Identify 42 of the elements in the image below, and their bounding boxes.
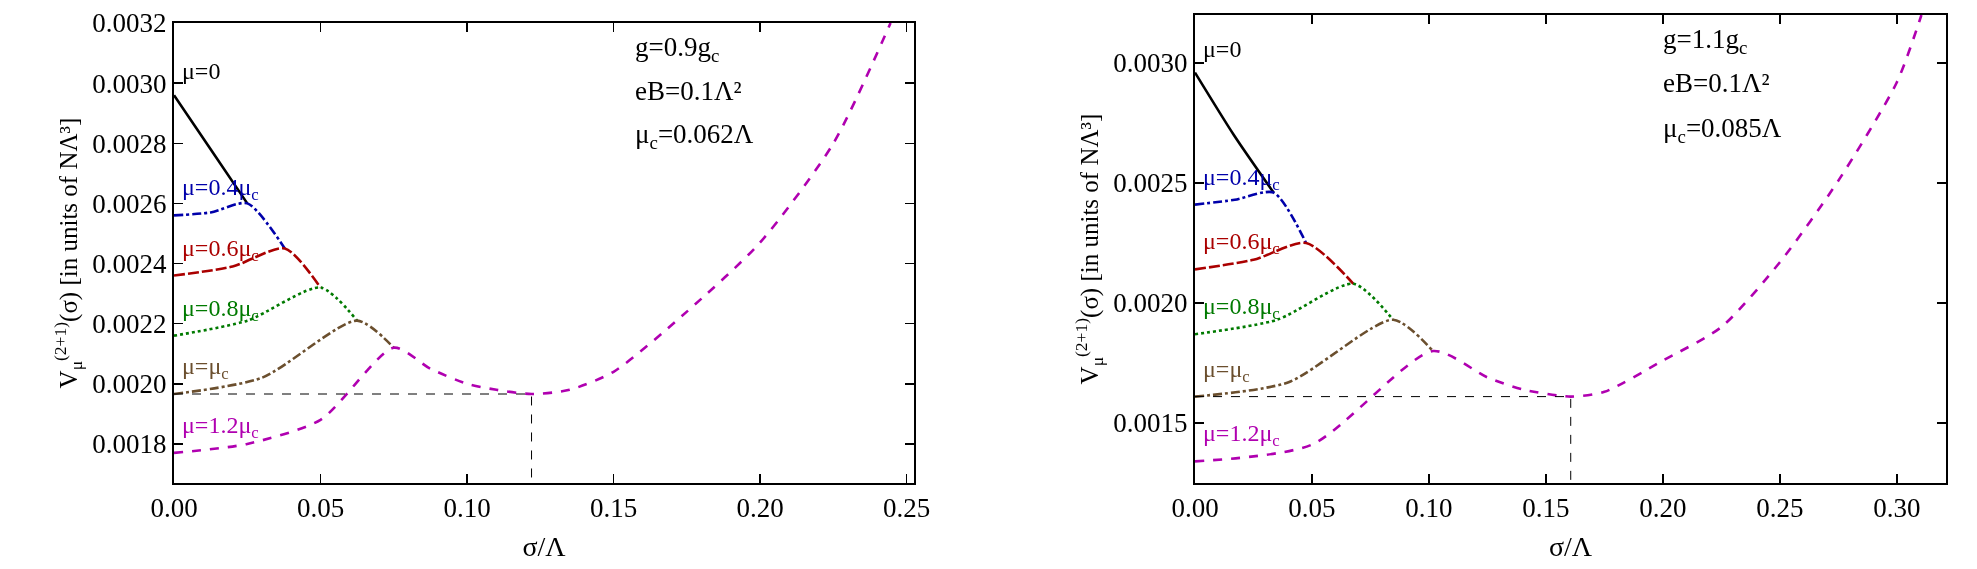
x-tick-label: 0.20: [736, 493, 784, 524]
y-tick-label: 0.0015: [1113, 408, 1188, 439]
x-tick-label: 0.25: [883, 493, 931, 524]
y-tick-label: 0.0028: [92, 128, 167, 159]
series-label: μ=0: [182, 58, 221, 84]
x-tick-label: 0.30: [1873, 493, 1921, 524]
x-tick-label: 0.00: [1171, 493, 1219, 524]
line-series: [1195, 318, 1435, 398]
x-axis-title: σ/Λ: [1548, 531, 1593, 562]
annotation: μ$_{c}$=0.062Λ: [635, 119, 754, 153]
annotation: g=0.9g$_{c}$: [635, 32, 720, 66]
y-tick-label: 0.0025: [1113, 168, 1188, 199]
series-label: μ=μ$_{c}$: [182, 353, 229, 384]
series-label: μ=1.2μ$_{c}$: [1203, 420, 1280, 451]
y-tick-label: 0.0020: [92, 369, 167, 400]
series-label: μ=1.2μ$_{c}$: [182, 412, 259, 443]
x-tick-label: 0.20: [1639, 493, 1687, 524]
series-label: μ=0: [1203, 36, 1242, 62]
y-tick-label: 0.0032: [92, 8, 167, 39]
y-tick-label: 0.0020: [1113, 288, 1188, 319]
x-tick-label: 0.05: [1288, 493, 1336, 524]
annotation: g=1.1g$_{c}$: [1663, 24, 1748, 58]
annotation: μ$_{c}$=0.085Λ: [1663, 113, 1782, 147]
y-tick-label: 0.0030: [1113, 48, 1188, 79]
x-tick-label: 0.15: [589, 493, 638, 524]
x-axis-title: σ/Λ: [522, 531, 567, 562]
y-tick-label: 0.0024: [92, 248, 168, 279]
x-tick-label: 0.15: [1522, 493, 1570, 524]
annotation: eB=0.1Λ²: [1663, 68, 1770, 98]
y-tick-label: 0.0018: [92, 429, 167, 460]
y-tick-label: 0.0022: [92, 309, 167, 340]
y-tick-label: 0.0026: [92, 188, 167, 219]
line-series: [174, 23, 892, 455]
x-tick-label: 0.10: [1405, 493, 1453, 524]
annotation: eB=0.1Λ²: [635, 76, 742, 106]
series-label: μ=μ$_{c}$: [1203, 356, 1250, 387]
x-tick-label: 0.25: [1756, 493, 1804, 524]
line-series: [1195, 15, 1923, 463]
x-tick-label: 0.05: [296, 493, 345, 524]
x-tick-label: 0.10: [443, 493, 491, 524]
x-tick-label: 0.00: [150, 493, 198, 524]
y-tick-label: 0.0030: [92, 68, 167, 99]
